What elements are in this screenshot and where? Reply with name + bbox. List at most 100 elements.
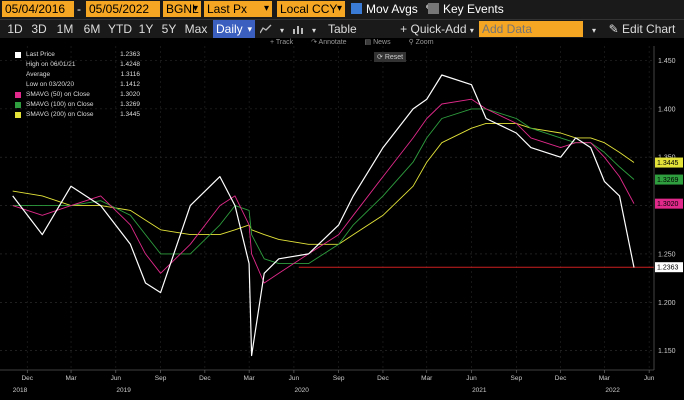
x-year-label: 2020	[294, 387, 309, 394]
add-data-input[interactable]	[479, 21, 583, 37]
period-1d[interactable]: 1D	[7, 22, 23, 36]
pencil-icon: ✎	[608, 22, 619, 36]
x-tick-label: Mar	[599, 375, 611, 382]
date-separator: -	[77, 2, 81, 16]
bar-type-dropdown-icon[interactable]: ▾	[311, 26, 316, 35]
legend-swatch	[15, 52, 21, 58]
quick-add-label: Quick-Add	[410, 22, 467, 36]
y-tick-label: 1.150	[658, 348, 676, 355]
y-tick-label: 1.200	[658, 300, 676, 307]
x-year-label: 2022	[605, 387, 620, 394]
key-events-toggle[interactable]: Key Events	[428, 1, 504, 17]
price-field-select[interactable]: Last Px	[204, 1, 272, 17]
chart-legend: Last Price 1.2363 High on 06/01/21 1.4248 …	[15, 50, 140, 120]
last-value-tag-bg	[655, 198, 683, 209]
currency-select[interactable]: Local CCY	[277, 1, 345, 17]
price-chart[interactable]: 1.4501.4001.3501.3001.2501.2001.1501.344…	[0, 38, 684, 400]
plus-icon: +	[400, 22, 408, 36]
zoom-tool[interactable]: ⚲ Zoom	[408, 39, 434, 46]
x-tick-label: Mar	[421, 375, 433, 382]
x-year-label: 2018	[13, 387, 28, 394]
start-date-field[interactable]: 05/04/2016	[2, 1, 74, 17]
ticker-field[interactable]: BGNL	[163, 1, 201, 17]
checkbox-unchecked-icon	[428, 3, 439, 14]
mov-avgs-label: Mov Avgs	[366, 2, 418, 16]
legend-row-low: Low on 03/20/20 1.1412	[26, 81, 140, 88]
period-max[interactable]: Max	[184, 22, 208, 36]
last-value-tag: 1.3020	[655, 198, 683, 209]
legend-swatch	[15, 92, 21, 98]
x-year-label: 2019	[116, 387, 131, 394]
chevron-down-icon: ▾	[247, 24, 252, 34]
edit-chart-label: Edit Chart	[622, 22, 676, 36]
period-1y[interactable]: 1Y	[138, 22, 154, 36]
legend-row-smavg-100: SMAVG (100) on Close 1.3269	[15, 100, 140, 110]
reset-button[interactable]: ⟳ Reset	[374, 52, 407, 62]
x-tick-label: Mar	[65, 375, 77, 382]
annotate-tool[interactable]: ↷ Annotate	[311, 39, 347, 46]
settings-dropdown-icon[interactable]: ▾	[591, 26, 596, 35]
x-axis: Dec Mar Jun Sep Dec Mar Jun Sep Dec Mar Jun Sep Dec M…	[0, 369, 655, 394]
legend-row-average: Average 1.3116	[26, 71, 140, 78]
bar-chart-icon[interactable]	[290, 20, 306, 38]
legend-swatch	[15, 102, 21, 108]
series-layer	[12, 74, 654, 357]
legend-row-high: High on 06/01/21 1.4248	[26, 61, 140, 68]
line-chart-icon[interactable]	[258, 20, 274, 38]
legend-row-smavg-50: SMAVG (50) on Close 1.3020	[15, 90, 140, 100]
x-tick-label: Dec	[555, 375, 567, 382]
end-date-field[interactable]: 05/05/2022	[86, 1, 160, 17]
x-tick-label: Sep	[155, 375, 167, 382]
period-toolbar: 1D 3D 1M 6M YTD 1Y 5Y Max Daily ▾ ▾ ▾ Tab…	[0, 19, 684, 38]
last-value-tag-bg	[655, 157, 683, 168]
x-tick-label: Jun	[111, 375, 122, 382]
last-value-tag-text: 1.3269	[657, 177, 679, 184]
x-tick-label: Dec	[199, 375, 211, 382]
x-tick-label: Sep	[511, 375, 523, 382]
x-tick-label: Dec	[21, 375, 33, 382]
last-value-tag-text: 1.3020	[657, 201, 679, 208]
mov-avgs-toggle[interactable]: Mov Avgs ✎	[351, 1, 435, 17]
series-line-last-price	[12, 74, 635, 357]
last-value-tag-text: 1.2363	[657, 265, 679, 272]
key-events-label: Key Events	[443, 2, 504, 16]
period-5y[interactable]: 5Y	[161, 22, 177, 36]
y-tick-label: 1.450	[658, 58, 676, 65]
last-value-tag: 1.3269	[655, 174, 683, 185]
series-line-smavg-100-on-close	[12, 108, 635, 265]
chart-tools: + Track ↷ Annotate ▤ News ⚲ Zoom	[270, 38, 450, 46]
series-line-smavg-50-on-close	[12, 98, 635, 284]
edit-chart-button[interactable]: ✎ Edit Chart	[602, 20, 682, 38]
y-tick-label: 1.400	[658, 106, 676, 113]
last-value-tag-text: 1.3445	[657, 160, 679, 167]
chevron-down-icon: ▾	[469, 26, 474, 35]
last-value-tag: 1.3445	[655, 157, 683, 168]
checkbox-checked-icon	[351, 3, 362, 14]
x-tick-label: Mar	[244, 375, 256, 382]
chart-type-dropdown-icon[interactable]: ▾	[279, 26, 284, 35]
last-value-tag-bg	[655, 262, 683, 273]
news-tool[interactable]: ▤ News	[364, 39, 391, 46]
chart-grid	[0, 46, 654, 370]
top-toolbar: 05/04/2016 - 05/05/2022 BGNL Last Px Loc…	[0, 0, 684, 19]
x-tick-label: Sep	[333, 375, 345, 382]
x-tick-label: Jun	[644, 375, 655, 382]
legend-row-smavg-200: SMAVG (200) on Close 1.3445	[15, 110, 140, 120]
last-value-tag-bg	[655, 174, 683, 185]
y-axis: 1.4501.4001.3501.3001.2501.2001.1501.344…	[653, 46, 683, 370]
x-tick-label: Dec	[377, 375, 389, 382]
x-year-label: 2021	[472, 387, 487, 394]
legend-row-last-price: Last Price 1.2363	[15, 50, 140, 60]
period-ytd[interactable]: YTD	[108, 22, 132, 36]
period-1m[interactable]: 1M	[56, 22, 74, 36]
period-6m[interactable]: 6M	[83, 22, 101, 36]
legend-swatch	[15, 112, 21, 118]
y-tick-label: 1.250	[658, 251, 676, 258]
period-3d[interactable]: 3D	[31, 22, 47, 36]
quick-add-button[interactable]: + Quick-Add ▾	[400, 20, 474, 38]
frequency-label: Daily	[216, 22, 243, 36]
table-button[interactable]: Table	[328, 22, 357, 36]
frequency-select[interactable]: Daily ▾	[213, 20, 255, 38]
last-value-tag: 1.2363	[655, 262, 683, 273]
track-tool[interactable]: + Track	[270, 39, 294, 46]
